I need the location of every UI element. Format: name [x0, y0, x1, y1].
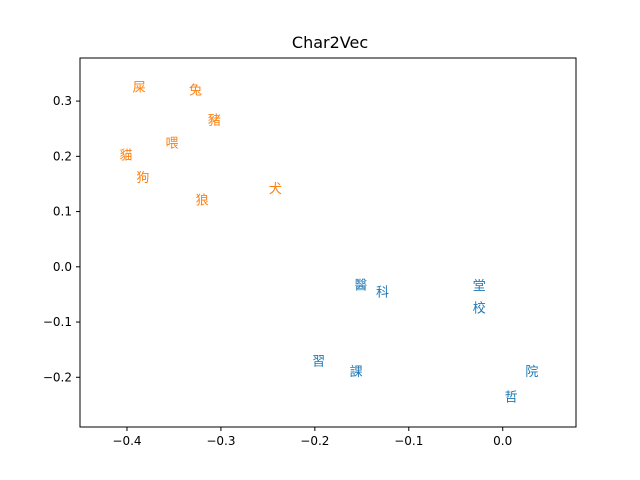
- data-point-label: 醫: [354, 278, 367, 293]
- data-point-label: 貓: [120, 149, 133, 164]
- x-tick-label: −0.2: [300, 434, 329, 448]
- data-point-label: 院: [525, 365, 538, 380]
- data-point-label: 科: [376, 286, 389, 301]
- x-tick-label: −0.1: [394, 434, 423, 448]
- x-tick-label: −0.4: [112, 434, 141, 448]
- y-tick-label: 0.2: [53, 149, 72, 163]
- data-point-label: 豬: [208, 113, 221, 128]
- axis-ticks: −0.4 −0.3 −0.2 −0.1 0.0 −0.2 −0.1 0.0 0.1 0.2 0.3: [43, 94, 512, 448]
- data-point-label: 習: [312, 355, 325, 370]
- y-tick-label: 0.0: [53, 260, 72, 274]
- data-point-label: 犬: [269, 182, 282, 197]
- data-point-label: 哲: [505, 391, 518, 406]
- data-point-label: 堂: [473, 279, 486, 294]
- data-points: 屎 兔豬喂貓狗犬狼醫科 堂校習課 院哲: [120, 81, 539, 406]
- data-point-label: 狗: [136, 171, 149, 186]
- plot-frame: [79, 57, 577, 428]
- y-tick-label: 0.3: [53, 94, 72, 108]
- chart-title: Char2Vec: [292, 33, 368, 52]
- x-tick-label: 0.0: [493, 434, 512, 448]
- data-point-label: 課: [350, 364, 363, 380]
- x-tick-label: −0.3: [206, 434, 235, 448]
- y-tick-label: 0.1: [53, 205, 72, 219]
- data-point-label: 狼: [196, 193, 209, 208]
- data-point-label: 屎: [133, 81, 146, 96]
- y-tick-label: −0.2: [43, 370, 72, 384]
- data-point-label: 喂: [166, 137, 179, 152]
- data-point-label: 兔: [189, 83, 202, 98]
- y-tick-label: −0.1: [43, 315, 72, 329]
- data-point-label: 校: [473, 301, 486, 317]
